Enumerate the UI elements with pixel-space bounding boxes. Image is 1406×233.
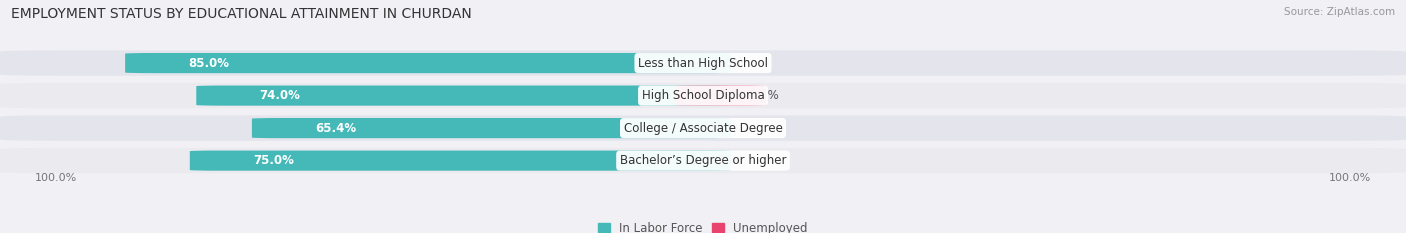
Text: 100.0%: 100.0% [1329, 174, 1371, 184]
Text: EMPLOYMENT STATUS BY EDUCATIONAL ATTAINMENT IN CHURDAN: EMPLOYMENT STATUS BY EDUCATIONAL ATTAINM… [11, 7, 472, 21]
FancyBboxPatch shape [0, 50, 1406, 76]
Legend: In Labor Force, Unemployed: In Labor Force, Unemployed [598, 222, 808, 233]
Text: 100.0%: 100.0% [35, 174, 77, 184]
Text: 74.0%: 74.0% [260, 89, 301, 102]
Text: 85.0%: 85.0% [188, 57, 229, 70]
Text: 75.0%: 75.0% [253, 154, 294, 167]
Text: Less than High School: Less than High School [638, 57, 768, 70]
Text: 0.0%: 0.0% [714, 57, 744, 70]
Text: 0.0%: 0.0% [714, 122, 744, 135]
Text: 5.4%: 5.4% [749, 89, 779, 102]
FancyBboxPatch shape [675, 86, 766, 106]
Text: 65.4%: 65.4% [315, 122, 356, 135]
FancyBboxPatch shape [125, 53, 731, 73]
FancyBboxPatch shape [197, 86, 731, 106]
Text: High School Diploma: High School Diploma [641, 89, 765, 102]
Text: 0.0%: 0.0% [714, 154, 744, 167]
FancyBboxPatch shape [190, 151, 731, 171]
Text: College / Associate Degree: College / Associate Degree [624, 122, 782, 135]
FancyBboxPatch shape [0, 115, 1406, 141]
Text: Bachelor’s Degree or higher: Bachelor’s Degree or higher [620, 154, 786, 167]
FancyBboxPatch shape [252, 118, 731, 138]
FancyBboxPatch shape [0, 83, 1406, 108]
Text: Source: ZipAtlas.com: Source: ZipAtlas.com [1284, 7, 1395, 17]
FancyBboxPatch shape [0, 148, 1406, 173]
